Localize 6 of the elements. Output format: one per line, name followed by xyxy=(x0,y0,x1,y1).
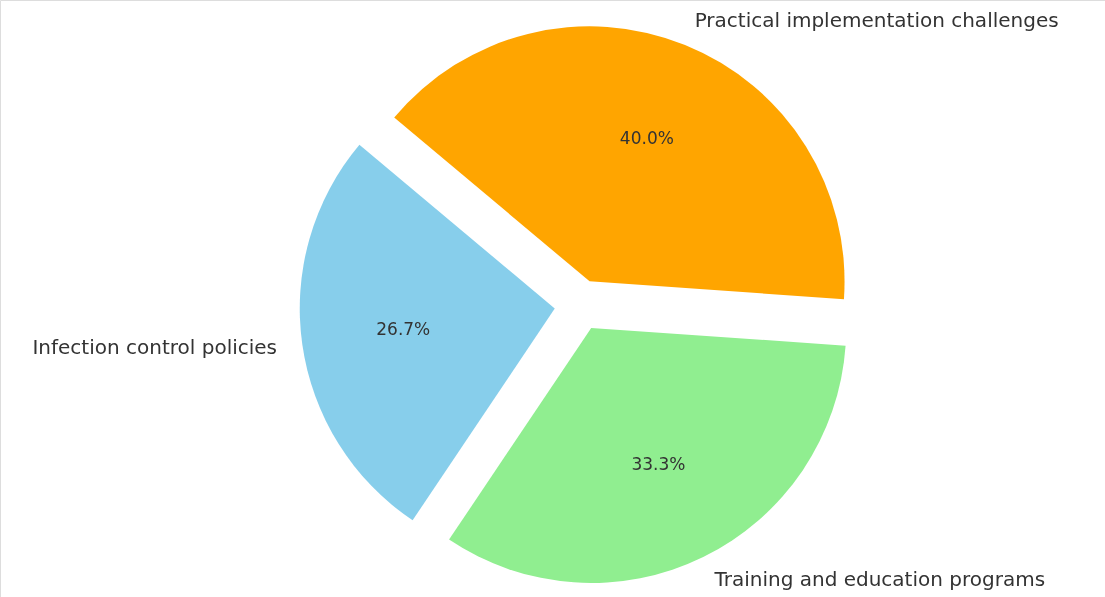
data-label: 33.3% xyxy=(631,454,686,475)
slice-label: Training and education programs xyxy=(713,566,1046,591)
data-label: 40.0% xyxy=(619,128,674,149)
slice-label: Infection control policies xyxy=(32,334,278,359)
slice-label: Practical implementation challenges xyxy=(694,8,1059,33)
data-label: 26.7% xyxy=(376,319,431,340)
